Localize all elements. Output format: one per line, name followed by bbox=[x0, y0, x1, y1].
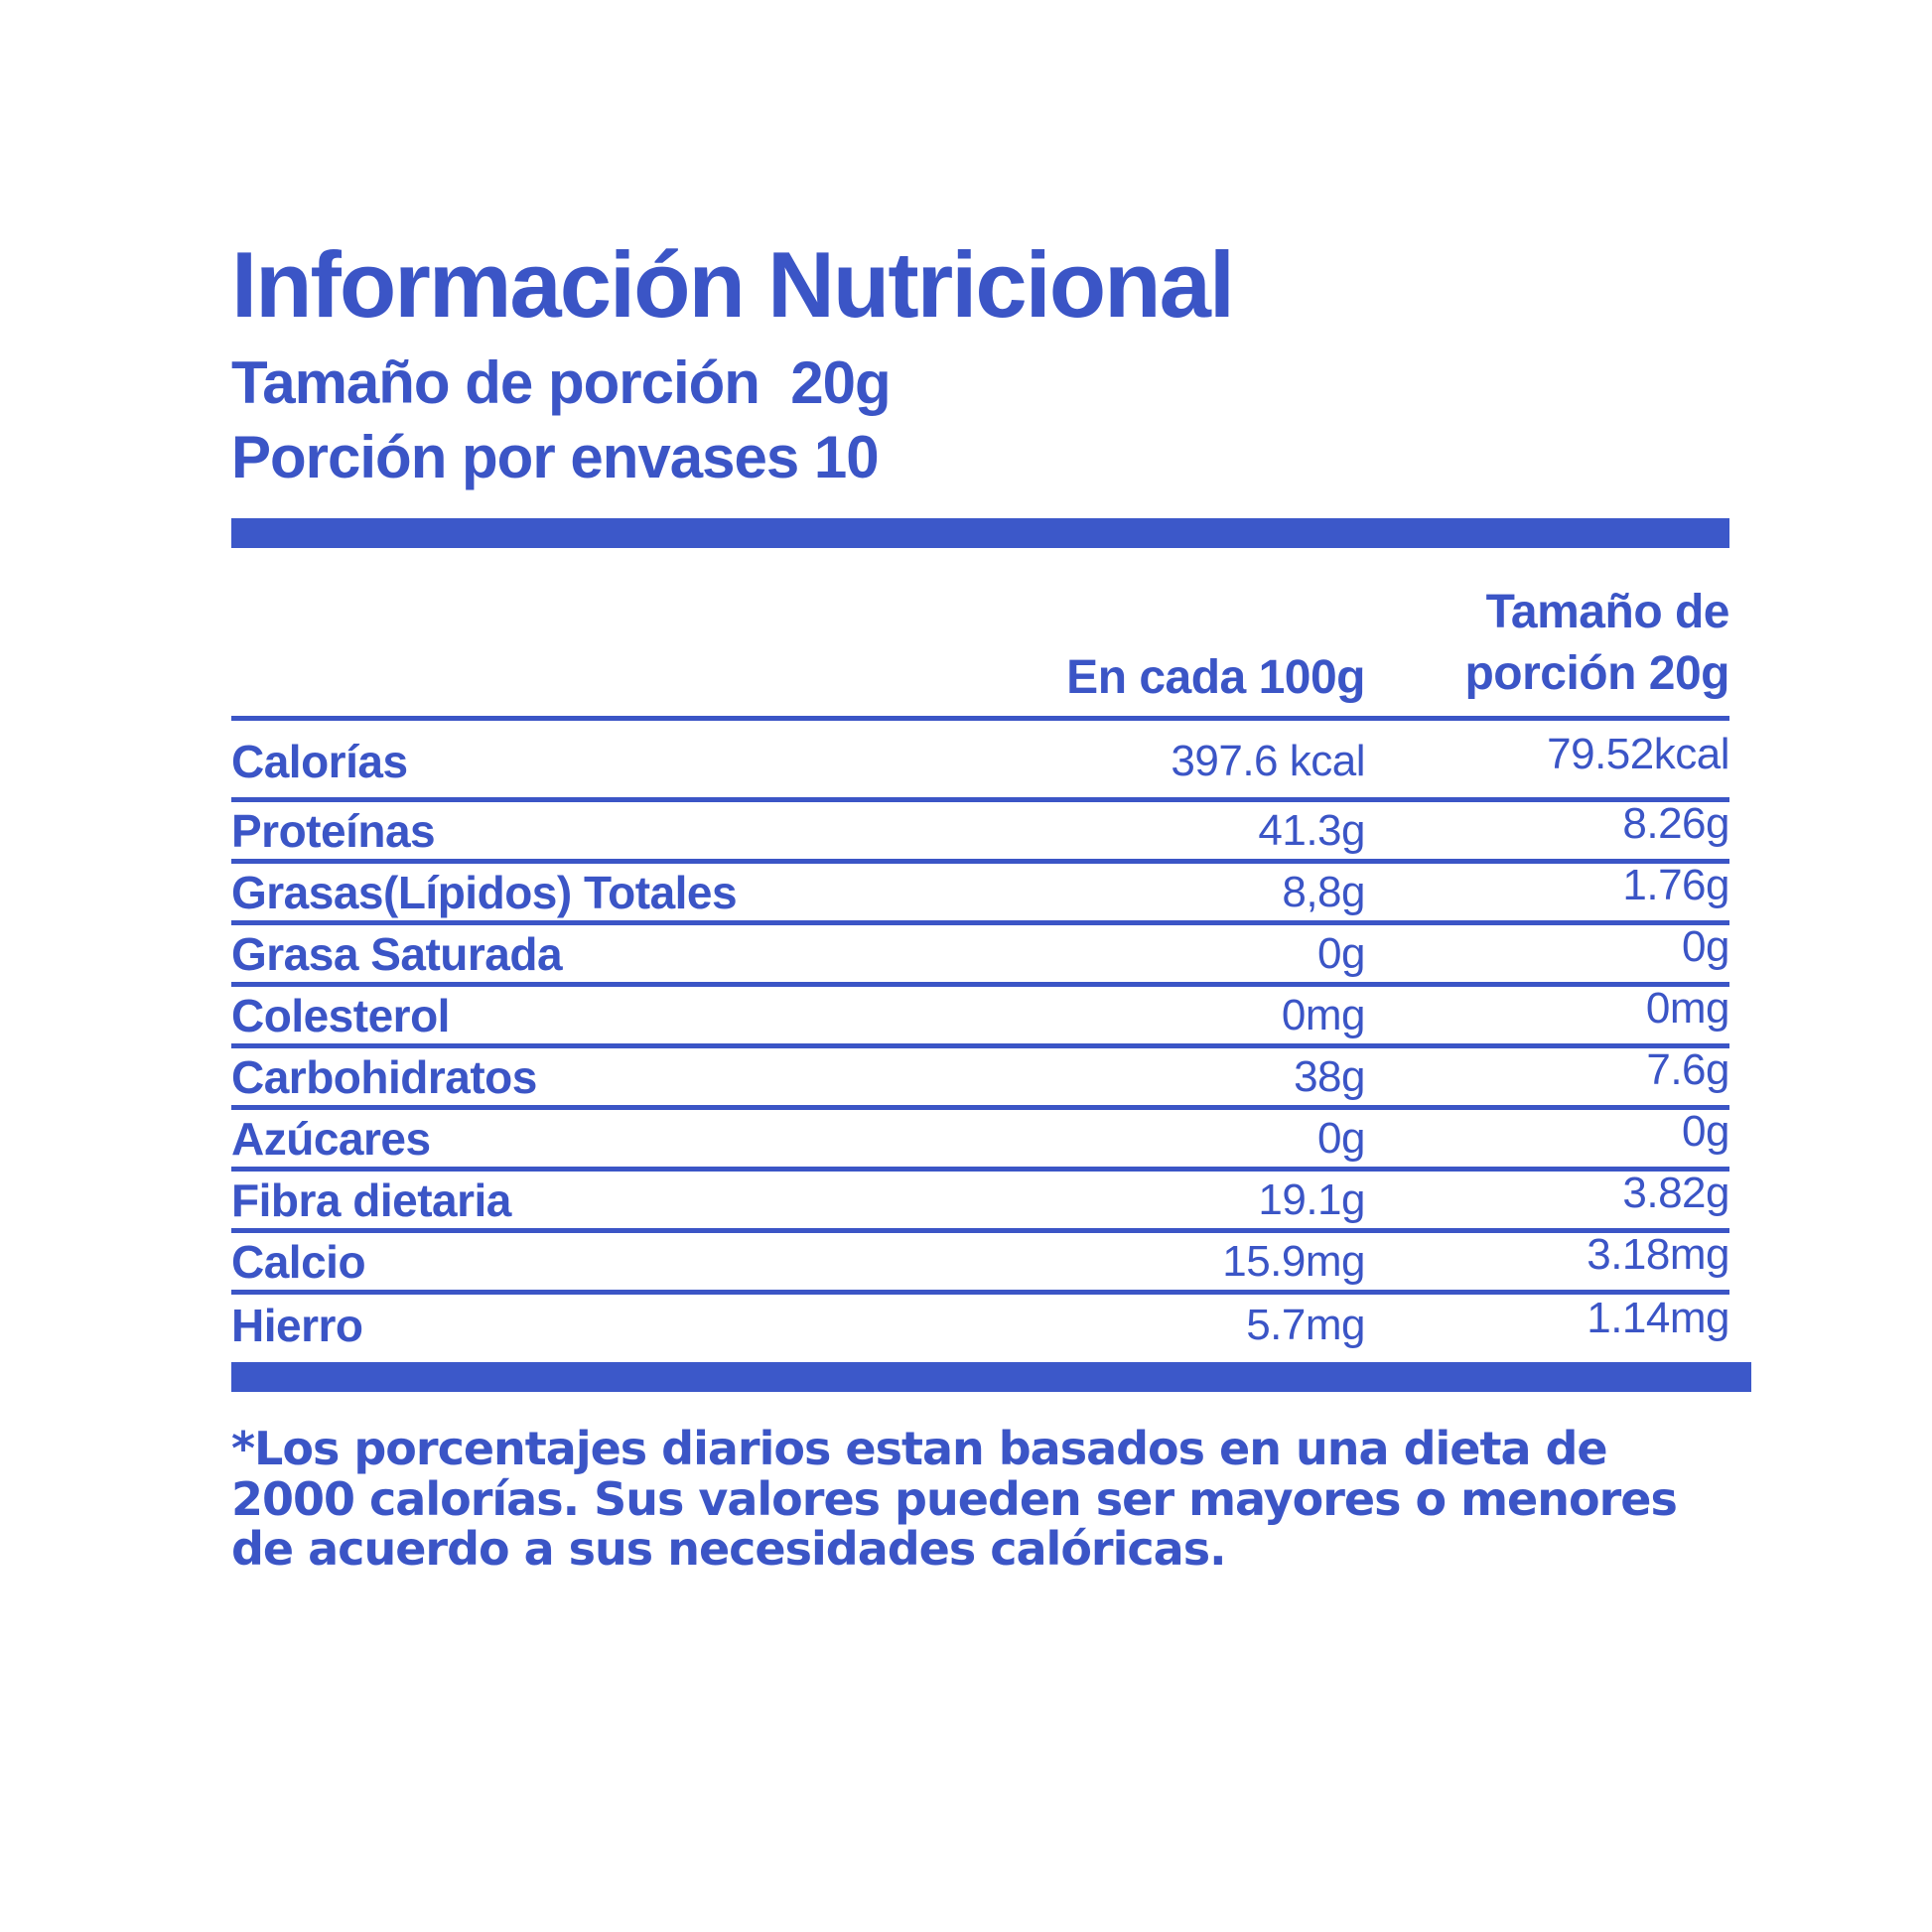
row-label: Grasas(Lípidos) Totales bbox=[231, 866, 738, 918]
row-value-per-serving: 1.14mg bbox=[1587, 1294, 1729, 1343]
servings-per-container-line: Porción por envases 10 bbox=[231, 424, 880, 491]
row-value-per-100g: 19.1g bbox=[1258, 1174, 1365, 1224]
nutrition-table-body: Calorías 397.6 kcal 79.52kcal Proteínas … bbox=[231, 721, 1730, 1356]
row-value-per-100g: 0g bbox=[1317, 928, 1365, 978]
row-value-per-serving: 3.18mg bbox=[1587, 1229, 1729, 1279]
row-value-per-100g: 5.7mg bbox=[1246, 1301, 1365, 1350]
table-row: Azúcares 0g 0g bbox=[231, 1106, 1730, 1173]
row-value-per-100g: 38g bbox=[1294, 1051, 1365, 1101]
column-header-per-serving: Tamaño de porción 20g bbox=[1464, 586, 1729, 700]
row-label: Fibra dietaria bbox=[231, 1173, 511, 1226]
table-row: Hierro 5.7mg 1.14mg bbox=[231, 1294, 1730, 1356]
row-value-per-serving: 0mg bbox=[1645, 983, 1730, 1033]
row-label: Colesterol bbox=[231, 989, 450, 1041]
table-row: Carbohidratos 38g 7.6g bbox=[231, 1044, 1730, 1111]
row-label: Grasa Saturada bbox=[231, 927, 563, 980]
table-row: Calcio 15.9mg 3.18mg bbox=[231, 1229, 1730, 1296]
row-value-per-100g: 0g bbox=[1317, 1113, 1365, 1163]
row-value-per-serving: 0g bbox=[1682, 1106, 1729, 1156]
table-row: Calorías 397.6 kcal 79.52kcal bbox=[231, 721, 1730, 803]
row-value-per-serving: 7.6g bbox=[1646, 1044, 1729, 1094]
table-row: Colesterol 0mg 0mg bbox=[231, 983, 1730, 1049]
row-label: Carbohidratos bbox=[231, 1050, 537, 1103]
table-row: Grasas(Lípidos) Totales 8,8g 1.76g bbox=[231, 860, 1730, 926]
row-label: Calcio bbox=[231, 1235, 366, 1288]
serving-size-line: Tamaño de porción 20g bbox=[231, 349, 892, 416]
row-label: Proteínas bbox=[231, 804, 436, 857]
row-value-per-serving: 0g bbox=[1682, 921, 1729, 971]
row-value-per-serving: 79.52kcal bbox=[1547, 729, 1729, 778]
top-divider-bar bbox=[231, 518, 1729, 549]
row-value-per-serving: 8.26g bbox=[1622, 798, 1729, 848]
row-value-per-serving: 1.76g bbox=[1622, 860, 1729, 909]
row-value-per-serving: 3.82g bbox=[1622, 1168, 1729, 1217]
table-row: Fibra dietaria 19.1g 3.82g bbox=[231, 1168, 1730, 1234]
bottom-divider-bar bbox=[231, 1362, 1751, 1393]
table-row: Grasa Saturada 0g 0g bbox=[231, 921, 1730, 988]
row-value-per-100g: 8,8g bbox=[1282, 867, 1365, 916]
row-value-per-100g: 397.6 kcal bbox=[1171, 736, 1365, 785]
row-label: Hierro bbox=[231, 1300, 363, 1352]
row-label: Calorías bbox=[231, 735, 408, 787]
row-value-per-100g: 15.9mg bbox=[1222, 1236, 1365, 1286]
table-header-row: En cada 100g Tamaño de porción 20g bbox=[231, 548, 1730, 722]
row-value-per-100g: 41.3g bbox=[1258, 805, 1365, 855]
daily-values-footnote: *Los porcentajes diarios estan basados e… bbox=[231, 1422, 1678, 1577]
column-header-per-100g: En cada 100g bbox=[1066, 650, 1365, 704]
row-value-per-100g: 0mg bbox=[1281, 990, 1366, 1039]
page-title: Información Nutricional bbox=[231, 232, 1235, 337]
table-row: Proteínas 41.3g 8.26g bbox=[231, 798, 1730, 865]
row-label: Azúcares bbox=[231, 1112, 431, 1165]
